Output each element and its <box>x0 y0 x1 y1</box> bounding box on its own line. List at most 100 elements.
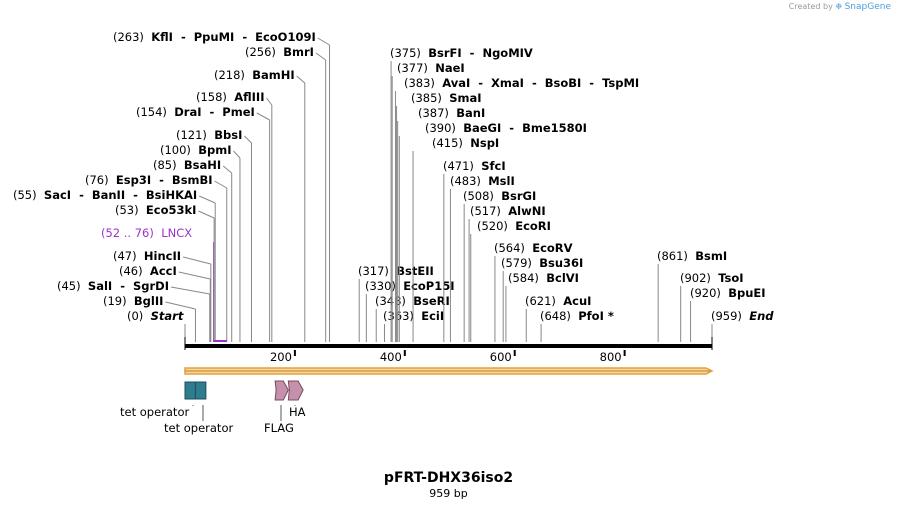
site-position: (517) <box>470 204 508 218</box>
site-nspi[interactable]: (415) NspI <box>412 136 499 342</box>
site-drai[interactable]: (154) DraI - PmeI <box>136 105 271 342</box>
site-baegi[interactable]: (390) BaeGI - Bme1580I <box>398 121 587 342</box>
site-saci[interactable]: (55) SacI - BanII - BsiHKAI <box>13 188 216 342</box>
site-label: (902) TsoI <box>680 271 744 285</box>
site-label: (471) SfcI <box>443 159 506 173</box>
site-kfli[interactable]: (263) KflI - PpuMI - EcoO109I <box>113 30 331 342</box>
site-sfci[interactable]: (471) SfcI <box>443 159 506 342</box>
site-position: (0) <box>127 309 151 323</box>
site-enzyme-name: AflIII <box>234 90 264 104</box>
site-ecorv[interactable]: (564) EcoRV <box>494 241 573 342</box>
site-bmri[interactable]: (256) BmrI <box>245 45 327 342</box>
feature-tet-operator[interactable]: tet operator <box>164 381 233 435</box>
site-position: (375) <box>390 46 428 60</box>
site-avai[interactable]: (383) AvaI - XmaI - BsoBI - TspMI <box>394 76 639 342</box>
feature-ha[interactable]: HA <box>287 380 306 419</box>
site-naei[interactable]: (377) NaeI <box>391 61 465 342</box>
feature-flag[interactable]: FLAG <box>264 380 294 435</box>
site-bsahi[interactable]: (85) BsaHI <box>153 158 233 342</box>
site-enzyme-name: AlwNI <box>508 204 545 218</box>
feature-tet-operator[interactable]: tet operator <box>120 381 196 419</box>
site-bglii[interactable]: (19) BglII <box>103 294 196 342</box>
site-enzyme-name: EcoRI <box>515 219 551 233</box>
site-label: (584) BclVI <box>508 271 579 285</box>
site-label: (218) BamHI <box>214 68 295 82</box>
site-bsrfi[interactable]: (375) BsrFI - NgoMIV <box>390 46 533 342</box>
site-eco53ki[interactable]: (53) Eco53kI <box>115 203 215 342</box>
site-msli[interactable]: (483) MslI <box>449 174 515 342</box>
site-label: (53) Eco53kI <box>115 203 196 217</box>
site-position: (46) <box>119 264 150 278</box>
site-enzyme-name: EciI <box>421 309 444 323</box>
site-label: (959) End <box>711 309 774 323</box>
feature-arrow <box>274 380 289 401</box>
dna-backbone <box>185 344 712 348</box>
site-smai[interactable]: (385) SmaI <box>396 91 482 342</box>
site-connector-jog <box>198 210 215 219</box>
site-position: (317) <box>358 264 396 278</box>
feature-label: tet operator <box>164 421 233 435</box>
site-bpuei[interactable]: (920) BpuEI <box>690 286 766 342</box>
site-enzyme-name: DraI - PmeI <box>174 105 255 119</box>
site-bani[interactable]: (387) BanI <box>397 106 486 342</box>
site-label: (52 .. 76) LNCX <box>101 226 192 240</box>
site-ecop15i[interactable]: (330) EcoP15I <box>365 279 455 342</box>
site-enzyme-name: End <box>749 309 774 323</box>
site-acci[interactable]: (46) AccI <box>119 264 211 342</box>
site-enzyme-name: SalI - SgrDI <box>88 279 169 293</box>
site-bseri[interactable]: (348) BseRI <box>375 294 450 342</box>
site-bsrgi[interactable]: (508) BsrGI <box>463 189 536 342</box>
site-position: (158) <box>196 90 234 104</box>
site-lncx[interactable]: (52 .. 76) LNCX <box>101 226 215 342</box>
site-pfoi[interactable]: (648) PfoI * <box>540 309 614 342</box>
site-afliii[interactable]: (158) AflIII <box>196 90 273 342</box>
site-connector-jog <box>182 256 211 265</box>
site-position: (55) <box>13 188 44 202</box>
site-label: (46) AccI <box>119 264 177 278</box>
site-acui[interactable]: (621) AcuI <box>525 294 591 342</box>
snapgene-credit: Created by ❉ SnapGene <box>789 2 891 12</box>
site-label: (564) EcoRV <box>494 241 573 255</box>
site-position: (154) <box>136 105 174 119</box>
site-position: (377) <box>397 61 435 75</box>
axis-tick-label: 600 <box>490 350 512 364</box>
site-enzyme-name: HincII <box>144 249 181 263</box>
site-label: (348) BseRI <box>375 294 450 308</box>
site-tsoi[interactable]: (902) TsoI <box>680 271 744 342</box>
site-ecori[interactable]: (520) EcoRI <box>470 219 551 342</box>
site-alwni[interactable]: (517) AlwNI <box>468 204 546 342</box>
site-label: (76) Esp3I - BsmBI <box>85 173 213 187</box>
site-label: (520) EcoRI <box>477 219 551 233</box>
site-bsteii[interactable]: (317) BstEII <box>358 264 434 342</box>
site-hincii[interactable]: (47) HincII <box>113 249 212 342</box>
site-esp3i[interactable]: (76) Esp3I - BsmBI <box>85 173 228 342</box>
feature-label: tet operator <box>120 405 189 419</box>
site-enzyme-name: BsaHI <box>184 158 221 172</box>
site-position: (621) <box>525 294 563 308</box>
site-bsu36i[interactable]: (579) Bsu36I <box>501 256 583 342</box>
site-label: (263) KflI - PpuMI - EcoO109I <box>113 30 316 44</box>
site-enzyme-name: AvaI - XmaI - BsoBI - TspMI <box>442 76 639 90</box>
site-sali[interactable]: (45) SalI - SgrDI <box>57 279 211 342</box>
site-label: (55) SacI - BanII - BsiHKAI <box>13 188 197 202</box>
site-bclvi[interactable]: (584) BclVI <box>505 271 579 342</box>
site-bamhi[interactable]: (218) BamHI <box>214 68 306 342</box>
site-connector-jog <box>222 165 233 174</box>
site-label: (517) AlwNI <box>470 204 546 218</box>
site-start[interactable]: (0) Start <box>127 309 186 342</box>
site-label: (387) BanI <box>418 106 485 120</box>
axis-tick-label: 400 <box>380 350 402 364</box>
site-bpmi[interactable]: (100) BpmI <box>160 143 241 342</box>
site-bsmi[interactable]: (861) BsmI <box>657 249 727 342</box>
plasmid-length: 959 bp <box>429 487 468 500</box>
site-connector-jog <box>256 112 270 121</box>
site-bbsi[interactable]: (121) BbsI <box>176 128 252 342</box>
site-end[interactable]: (959) End <box>711 309 774 342</box>
site-position: (959) <box>711 309 749 323</box>
axis-tick-label: 200 <box>270 350 292 364</box>
snapgene-logo-icon: ❉ <box>835 2 843 11</box>
site-enzyme-name: SacI - BanII - BsiHKAI <box>44 188 197 202</box>
site-position: (508) <box>463 189 501 203</box>
feature-label: HA <box>289 405 306 419</box>
feature-label: FLAG <box>264 421 294 435</box>
